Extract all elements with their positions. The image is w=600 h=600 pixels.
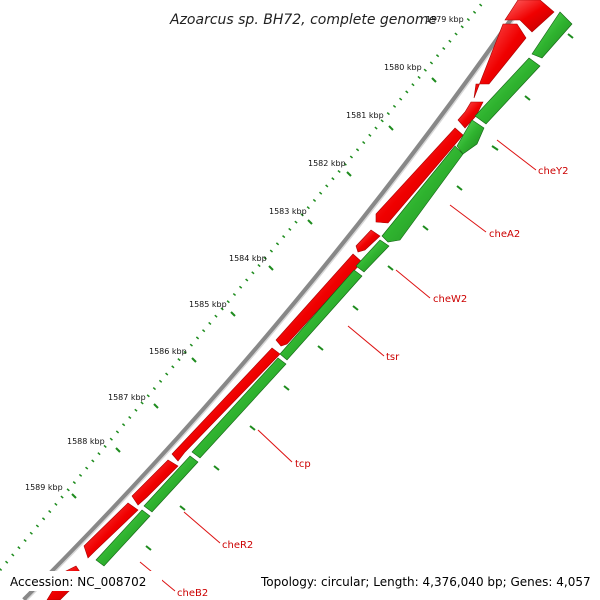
tick-label: 1584 kbp (229, 254, 267, 263)
tick-label: 1581 kbp (346, 111, 384, 120)
accession-text: Accession: NC_008702 (10, 575, 146, 589)
gene-label-cheW2[interactable]: cheW2 (433, 294, 467, 305)
gene-label-cheY2[interactable]: cheY2 (538, 166, 568, 177)
accession-backdrop (0, 571, 162, 591)
tick-label: 1589 kbp (25, 483, 63, 492)
gene-label-cheA2[interactable]: cheA2 (489, 229, 520, 240)
gene-label-cheR2[interactable]: cheR2 (222, 540, 253, 551)
tick-label: 1586 kbp (149, 347, 187, 356)
inner-tick-marks (145, 33, 574, 551)
label-line-cheA2 (449, 204, 487, 233)
gene-label-cheB2[interactable]: cheB2 (177, 588, 208, 599)
tick-label: 1579 kbp (426, 15, 464, 24)
reverse-strand (95, 11, 573, 567)
label-line-tcp (257, 429, 293, 463)
reverse-gene-8 (143, 455, 199, 513)
forward-gene-6 (275, 253, 363, 347)
tick-labels: 1579 kbp 1580 kbp 1581 kbp 1582 kbp 1583… (25, 15, 464, 492)
forward-gene-9 (83, 502, 139, 559)
topology-backdrop (256, 571, 596, 591)
label-line-cheY2 (496, 139, 537, 171)
forward-gene-3 (457, 101, 484, 129)
gene-label-tsr[interactable]: tsr (386, 352, 400, 363)
gene-label-lines (139, 139, 537, 592)
tick-label: 1582 kbp (308, 159, 346, 168)
outer-tick-marks (71, 77, 437, 499)
gene-label-tcp[interactable]: tcp (295, 459, 311, 470)
tick-label: 1587 kbp (108, 393, 146, 402)
reverse-gene-2 (474, 57, 541, 125)
forward-strand (46, 0, 555, 600)
forward-gene-5 (355, 229, 381, 253)
reverse-gene-3 (456, 119, 485, 155)
gene-labels: cheY2 cheA2 cheW2 tsr tcp cheR2 cheB2 (177, 166, 568, 599)
reverse-gene-1 (531, 11, 573, 59)
reverse-gene-7 (191, 357, 287, 459)
forward-gene-4 (375, 127, 464, 224)
forward-gene-7 (171, 347, 281, 462)
reverse-gene-9 (95, 509, 151, 567)
reverse-gene-4 (381, 145, 464, 243)
forward-gene-8 (131, 459, 179, 506)
label-line-cheR2 (183, 511, 221, 544)
reverse-gene-5 (355, 239, 390, 273)
tick-label: 1585 kbp (189, 300, 227, 309)
reverse-gene-6 (279, 269, 363, 361)
map-title: Azoarcus sp. BH72, complete genome (169, 12, 437, 28)
tick-label: 1580 kbp (384, 63, 422, 72)
tick-label: 1583 kbp (269, 207, 307, 216)
forward-gene-2 (473, 23, 527, 99)
tick-label: 1588 kbp (67, 437, 105, 446)
topology-text: Topology: circular; Length: 4,376,040 bp… (260, 575, 591, 589)
ruler-track (0, 0, 487, 571)
label-line-tsr (347, 325, 385, 357)
genome-backbone (22, 0, 529, 600)
forward-gene-1 (504, 0, 555, 33)
label-line-cheW2 (395, 269, 431, 299)
